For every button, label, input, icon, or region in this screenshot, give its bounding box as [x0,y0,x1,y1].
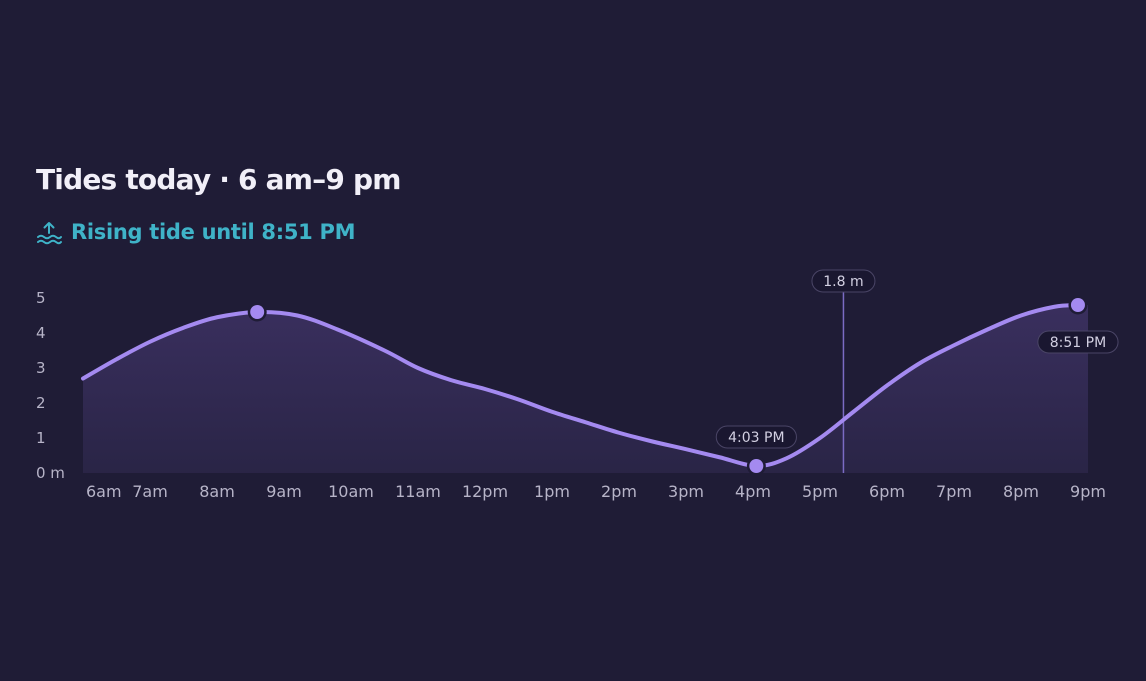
y-tick-label: 5 [36,289,46,307]
tide-marker [749,459,764,473]
x-tick-label: 8pm [1003,482,1039,501]
x-tick-label: 12pm [462,482,508,501]
tide-marker [250,305,265,319]
tide-marker [1070,298,1085,312]
y-tick-label: 4 [36,324,46,342]
x-tick-label: 4pm [735,482,771,501]
x-tick-label: 5pm [802,482,838,501]
x-tick-label: 8am [199,482,235,501]
x-tick-label: 1pm [534,482,570,501]
rising-tide-icon [37,222,62,245]
tide-status: Rising tide until 8:51 PM [36,219,355,245]
chart-title: Tides today · 6 am–9 pm [36,163,401,196]
x-tick-label: 11am [395,482,441,501]
x-tick-label: 3pm [668,482,704,501]
x-tick-label: 10am [328,482,374,501]
y-tick-label: 0 m [36,464,65,482]
now-value-label-text: 1.8 m [823,274,863,290]
high-tide-label-text: 8:51 PM [1050,335,1106,351]
x-tick-label: 2pm [601,482,637,501]
now-value-label: 1.8 m [811,269,876,293]
x-tick-label: 9am [266,482,302,501]
tide-area [83,305,1088,473]
y-tick-label: 2 [36,394,46,412]
high-tide-label: 8:51 PM [1037,330,1119,354]
y-tick-label: 3 [36,359,46,377]
x-tick-label: 6am [86,482,122,501]
x-tick-label: 6pm [869,482,905,501]
x-tick-label: 7am [132,482,168,501]
tide-status-text: Rising tide until 8:51 PM [71,220,356,244]
low-tide-label-text: 4:03 PM [728,430,784,446]
low-tide-label: 4:03 PM [715,425,797,449]
x-tick-label: 7pm [936,482,972,501]
x-tick-label: 9pm [1070,482,1106,501]
y-tick-label: 1 [36,429,46,447]
